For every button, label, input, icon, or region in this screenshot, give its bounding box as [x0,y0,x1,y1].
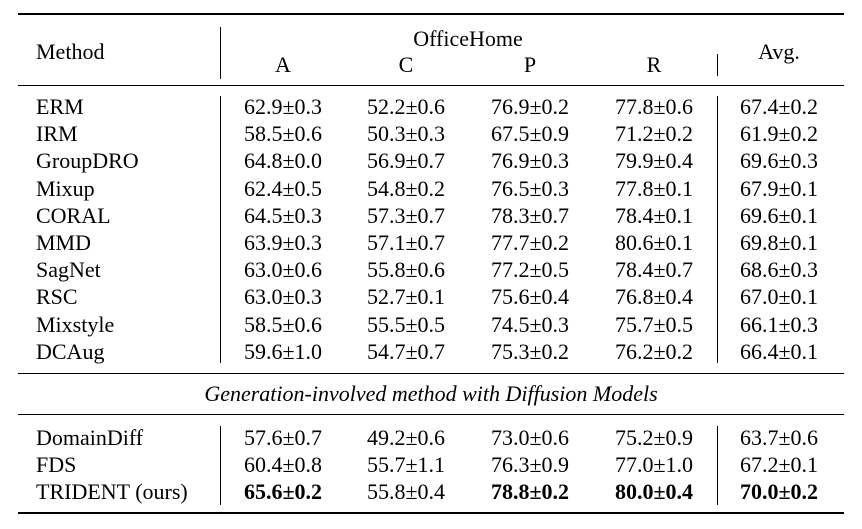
method-cell: ERM [36,94,84,119]
score-cell: 75.2±0.9 [614,425,694,450]
avg-cell: 63.7±0.6 [739,425,819,450]
score-cell: 75.6±0.4 [490,284,570,310]
body2-divider-right [717,426,718,505]
score-cell: 62.9±0.3 [243,94,323,119]
score-cell: 55.7±1.1 [366,452,446,478]
section-label: Generation-involved method with Diffusio… [204,381,658,406]
score-cell: 80.6±0.1 [614,230,694,255]
avg-header: Avg. [758,39,800,64]
score-cell: 80.0±0.4 [614,479,694,505]
score-cell: 78.3±0.7 [490,202,570,228]
header-divider-left [220,27,221,79]
method-cell: RSC [36,284,78,310]
score-cell: 57.6±0.7 [243,425,323,450]
score-cell: 56.9±0.7 [366,148,446,174]
section-top-rule [18,373,844,374]
score-cell: 73.0±0.6 [490,425,570,450]
domain-header-a: A [275,52,291,77]
section-bottom-rule [18,414,844,415]
dataset-header: OfficeHome [413,26,523,51]
score-cell: 76.2±0.2 [614,338,694,364]
bottom-rule [18,512,844,514]
avg-cell: 70.0±0.2 [739,479,819,505]
score-cell: 57.1±0.7 [366,230,446,255]
score-cell: 58.5±0.6 [243,311,323,337]
score-cell: 58.5±0.6 [243,121,323,147]
score-cell: 59.6±1.0 [243,338,323,364]
method-cell: FDS [36,452,77,478]
domain-header-r: R [646,52,662,77]
score-cell: 77.7±0.2 [490,230,570,255]
avg-cell: 69.6±0.1 [739,202,819,228]
score-cell: 76.3±0.9 [490,452,570,478]
method-cell: IRM [36,121,78,147]
score-cell: 74.5±0.3 [490,311,570,337]
avg-cell: 67.2±0.1 [739,452,819,478]
method-cell: Mixstyle [36,311,115,337]
method-cell: TRIDENT (ours) [36,479,188,505]
top-rule [18,13,844,15]
score-cell: 67.5±0.9 [490,121,570,147]
score-cell: 62.4±0.5 [243,175,323,201]
score-cell: 63.0±0.3 [243,284,323,310]
avg-cell: 61.9±0.2 [739,121,819,147]
avg-cell: 69.8±0.1 [739,230,819,255]
score-cell: 65.6±0.2 [243,479,323,505]
header-divider-right [717,54,718,76]
method-header: Method [36,39,105,64]
method-cell: SagNet [36,257,101,283]
score-cell: 76.8±0.4 [614,284,694,310]
score-cell: 63.0±0.6 [243,257,323,283]
avg-cell: 69.6±0.3 [739,148,819,174]
score-cell: 55.8±0.4 [366,479,446,505]
header-rule [18,85,844,86]
avg-cell: 68.6±0.3 [739,257,819,283]
body-divider-right [717,96,718,363]
score-cell: 77.8±0.6 [614,94,694,119]
method-cell: DomainDiff [36,425,144,450]
body2-divider-left [220,426,221,505]
score-cell: 78.8±0.2 [490,479,570,505]
score-cell: 75.3±0.2 [490,338,570,364]
score-cell: 52.2±0.6 [366,94,446,119]
score-cell: 77.2±0.5 [490,257,570,283]
score-cell: 75.7±0.5 [614,311,694,337]
method-cell: CORAL [36,202,111,228]
score-cell: 64.8±0.0 [243,148,323,174]
score-cell: 49.2±0.6 [366,425,446,450]
score-cell: 63.9±0.3 [243,230,323,255]
method-cell: DCAug [36,338,105,364]
score-cell: 50.3±0.3 [366,121,446,147]
score-cell: 78.4±0.1 [614,202,694,228]
score-cell: 55.8±0.6 [366,257,446,283]
body-divider-left [220,96,221,363]
score-cell: 64.5±0.3 [243,202,323,228]
score-cell: 78.4±0.7 [614,257,694,283]
avg-cell: 66.1±0.3 [739,311,819,337]
avg-cell: 67.4±0.2 [739,94,819,119]
score-cell: 76.5±0.3 [490,175,570,201]
score-cell: 52.7±0.1 [366,284,446,310]
score-cell: 60.4±0.8 [243,452,323,478]
method-cell: GroupDRO [36,148,139,174]
score-cell: 79.9±0.4 [614,148,694,174]
avg-cell: 66.4±0.1 [739,338,819,364]
avg-cell: 67.0±0.1 [739,284,819,310]
score-cell: 76.9±0.3 [490,148,570,174]
score-cell: 71.2±0.2 [614,121,694,147]
domain-header-c: C [398,52,414,77]
score-cell: 57.3±0.7 [366,202,446,228]
avg-cell: 67.9±0.1 [739,175,819,201]
score-cell: 76.9±0.2 [490,94,570,119]
score-cell: 77.8±0.1 [614,175,694,201]
score-cell: 77.0±1.0 [614,452,694,478]
domain-header-p: P [523,52,537,77]
score-cell: 54.8±0.2 [366,175,446,201]
score-cell: 54.7±0.7 [366,338,446,364]
method-cell: Mixup [36,175,95,201]
score-cell: 55.5±0.5 [366,311,446,337]
method-cell: MMD [36,230,92,255]
